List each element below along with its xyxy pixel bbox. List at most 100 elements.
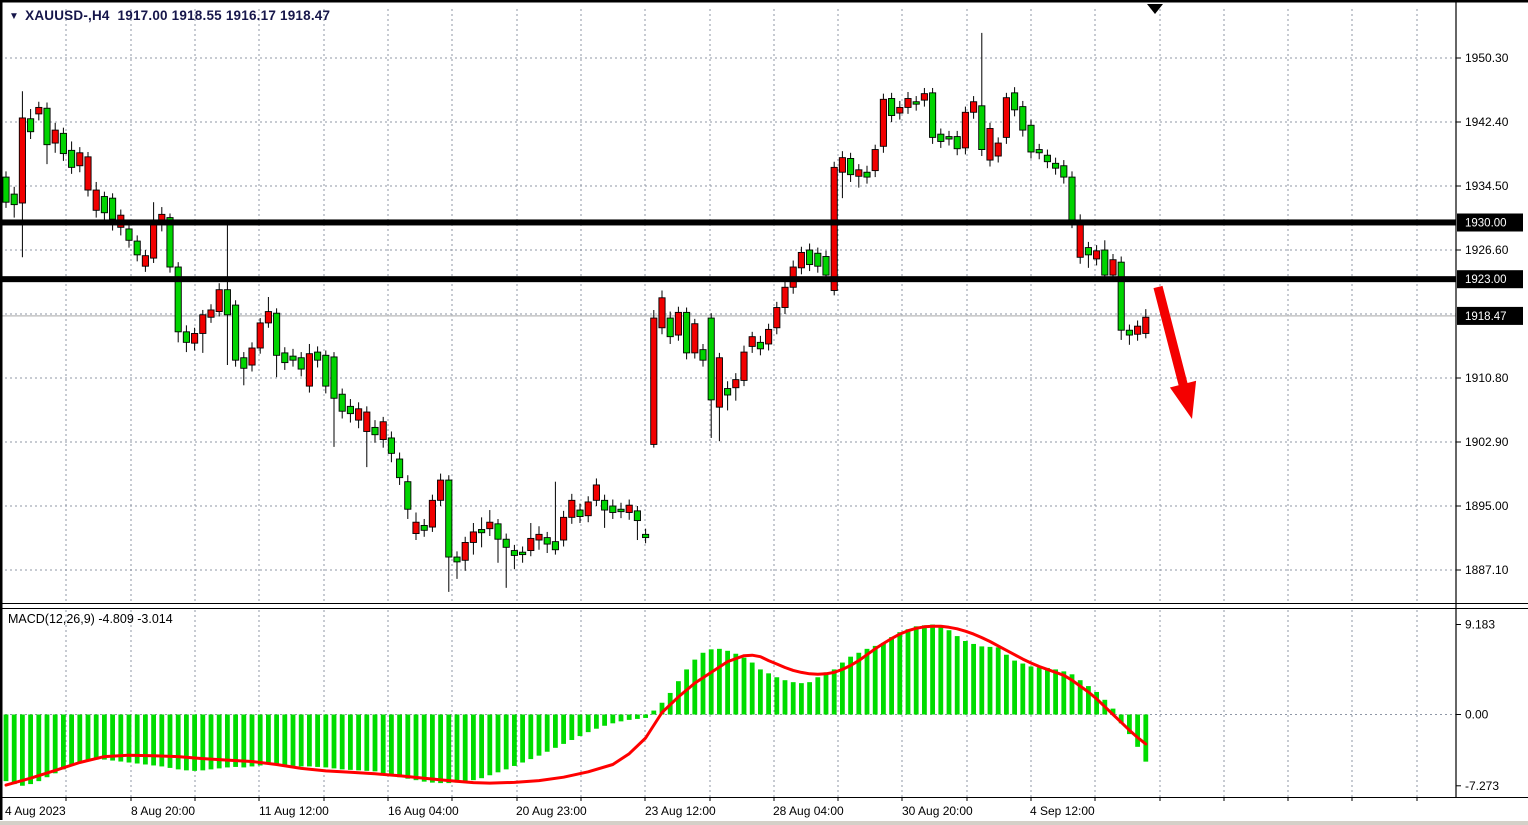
candlestick bbox=[174, 266, 182, 333]
price-axis-label[interactable]: 1910.80 bbox=[1465, 371, 1509, 385]
macd-histogram-bar bbox=[717, 648, 722, 715]
trend-arrow-annotation[interactable] bbox=[1153, 285, 1197, 419]
macd-histogram-bar bbox=[85, 714, 91, 761]
panel-separator[interactable] bbox=[0, 608, 1528, 609]
macd-histogram-bar bbox=[1069, 674, 1075, 715]
candlestick bbox=[978, 105, 986, 150]
candlestick bbox=[765, 328, 773, 345]
macd-histogram-bar bbox=[692, 659, 698, 715]
macd-histogram-bar bbox=[143, 714, 148, 765]
macd-histogram-bar bbox=[618, 714, 624, 722]
candlestick bbox=[781, 286, 789, 308]
candlestick bbox=[207, 309, 215, 318]
price-badge-label: 1930.00 bbox=[1465, 218, 1507, 230]
macd-histogram-bar bbox=[971, 643, 976, 715]
candlestick bbox=[592, 484, 600, 501]
macd-histogram-bar bbox=[372, 714, 378, 772]
macd-histogram-bar bbox=[1053, 669, 1058, 715]
macd-histogram-bar bbox=[995, 647, 1001, 715]
price-axis-label[interactable]: 1902.90 bbox=[1465, 435, 1509, 449]
macd-histogram-bar bbox=[1127, 714, 1132, 735]
time-axis-label[interactable]: 8 Aug 20:00 bbox=[131, 804, 195, 818]
macd-histogram-bar bbox=[733, 653, 739, 715]
candlestick bbox=[650, 317, 658, 445]
macd-histogram-bar bbox=[1118, 714, 1124, 724]
ohlc-values-label: 1917.00 1918.55 1916.17 1918.47 bbox=[117, 8, 331, 23]
macd-histogram-bar bbox=[1143, 714, 1149, 762]
macd-axis-label[interactable]: 0.00 bbox=[1465, 708, 1489, 722]
candlestick bbox=[1052, 162, 1060, 169]
chart-shift-marker-icon[interactable] bbox=[1147, 4, 1163, 14]
candlestick bbox=[27, 118, 35, 133]
macd-histogram-bar bbox=[840, 662, 845, 715]
candlestick bbox=[601, 499, 609, 511]
macd-histogram-bar bbox=[380, 714, 386, 774]
macd-histogram-bar bbox=[151, 714, 156, 766]
candlestick bbox=[543, 537, 551, 545]
candlestick bbox=[560, 516, 568, 541]
time-axis-label[interactable]: 4 Aug 2023 bbox=[5, 804, 66, 818]
price-badge-label: 1918.47 bbox=[1465, 311, 1507, 323]
candlestick bbox=[929, 92, 937, 138]
macd-histogram-bar bbox=[69, 714, 74, 766]
macd-histogram-bar bbox=[782, 680, 788, 715]
horizontal-line-annotation[interactable] bbox=[0, 219, 1456, 226]
macd-histogram-bar bbox=[1061, 671, 1067, 715]
horizontal-line-annotation[interactable] bbox=[0, 276, 1456, 283]
candlestick bbox=[355, 408, 363, 421]
price-axis-label[interactable]: 1887.10 bbox=[1465, 563, 1509, 577]
candlestick bbox=[1068, 176, 1076, 223]
panel-separator[interactable] bbox=[0, 603, 1528, 604]
one-click-trading-toggle-icon[interactable]: ▼ bbox=[9, 11, 20, 22]
macd-histogram-bar bbox=[1135, 714, 1140, 747]
candlestick bbox=[551, 541, 559, 551]
candlestick bbox=[240, 357, 248, 369]
candlestick bbox=[838, 157, 846, 173]
candlestick bbox=[871, 149, 879, 172]
candlestick bbox=[1117, 261, 1125, 331]
candlestick bbox=[683, 311, 691, 354]
price-axis-label[interactable]: 1934.50 bbox=[1465, 179, 1509, 193]
macd-axis-label[interactable]: 9.183 bbox=[1465, 618, 1495, 632]
macd-histogram-bar bbox=[930, 624, 935, 715]
macd-histogram-bar bbox=[577, 714, 583, 737]
time-axis-label[interactable]: 20 Aug 23:00 bbox=[516, 804, 587, 818]
macd-histogram-bar bbox=[479, 714, 484, 779]
candlestick bbox=[1134, 325, 1142, 335]
candlestick bbox=[1084, 247, 1092, 256]
macd-histogram-bar bbox=[274, 714, 279, 765]
time-axis-label[interactable]: 4 Sep 12:00 bbox=[1030, 804, 1095, 818]
time-axis-label[interactable]: 11 Aug 12:00 bbox=[259, 804, 329, 818]
price-badge bbox=[1457, 270, 1523, 289]
macd-histogram-bar bbox=[454, 714, 460, 783]
macd-histogram-bar bbox=[774, 677, 780, 715]
macd-histogram-bar bbox=[446, 714, 452, 784]
price-axis-label[interactable]: 1942.40 bbox=[1465, 115, 1509, 129]
macd-histogram-bar bbox=[11, 714, 17, 785]
macd-axis-label[interactable]: -7.273 bbox=[1465, 779, 1499, 793]
macd-histogram-bar bbox=[364, 714, 370, 771]
candlestick bbox=[248, 347, 256, 366]
macd-histogram-bar bbox=[626, 714, 632, 720]
candlestick bbox=[797, 251, 805, 269]
macd-histogram-bar bbox=[528, 714, 534, 760]
time-axis-label[interactable]: 30 Aug 20:00 bbox=[902, 804, 973, 818]
macd-histogram-bar bbox=[1077, 680, 1083, 715]
candlestick bbox=[141, 255, 149, 267]
macd-histogram-bar bbox=[799, 683, 804, 715]
candlestick bbox=[10, 193, 18, 206]
macd-histogram-bar bbox=[389, 714, 394, 776]
price-axis-label[interactable]: 1950.30 bbox=[1465, 51, 1509, 65]
price-axis-label[interactable]: 1895.00 bbox=[1465, 499, 1509, 513]
macd-histogram-bar bbox=[28, 714, 33, 785]
candlestick bbox=[510, 550, 518, 556]
macd-histogram-bar bbox=[405, 714, 411, 779]
macd-histogram-bar bbox=[200, 714, 206, 771]
time-axis-label[interactable]: 16 Aug 04:00 bbox=[388, 804, 459, 818]
price-axis-label[interactable]: 1926.60 bbox=[1465, 243, 1509, 257]
time-axis-label[interactable]: 28 Aug 04:00 bbox=[773, 804, 844, 818]
time-axis-label[interactable]: 23 Aug 12:00 bbox=[645, 804, 716, 818]
candlestick bbox=[68, 149, 76, 168]
candlestick bbox=[379, 421, 387, 441]
